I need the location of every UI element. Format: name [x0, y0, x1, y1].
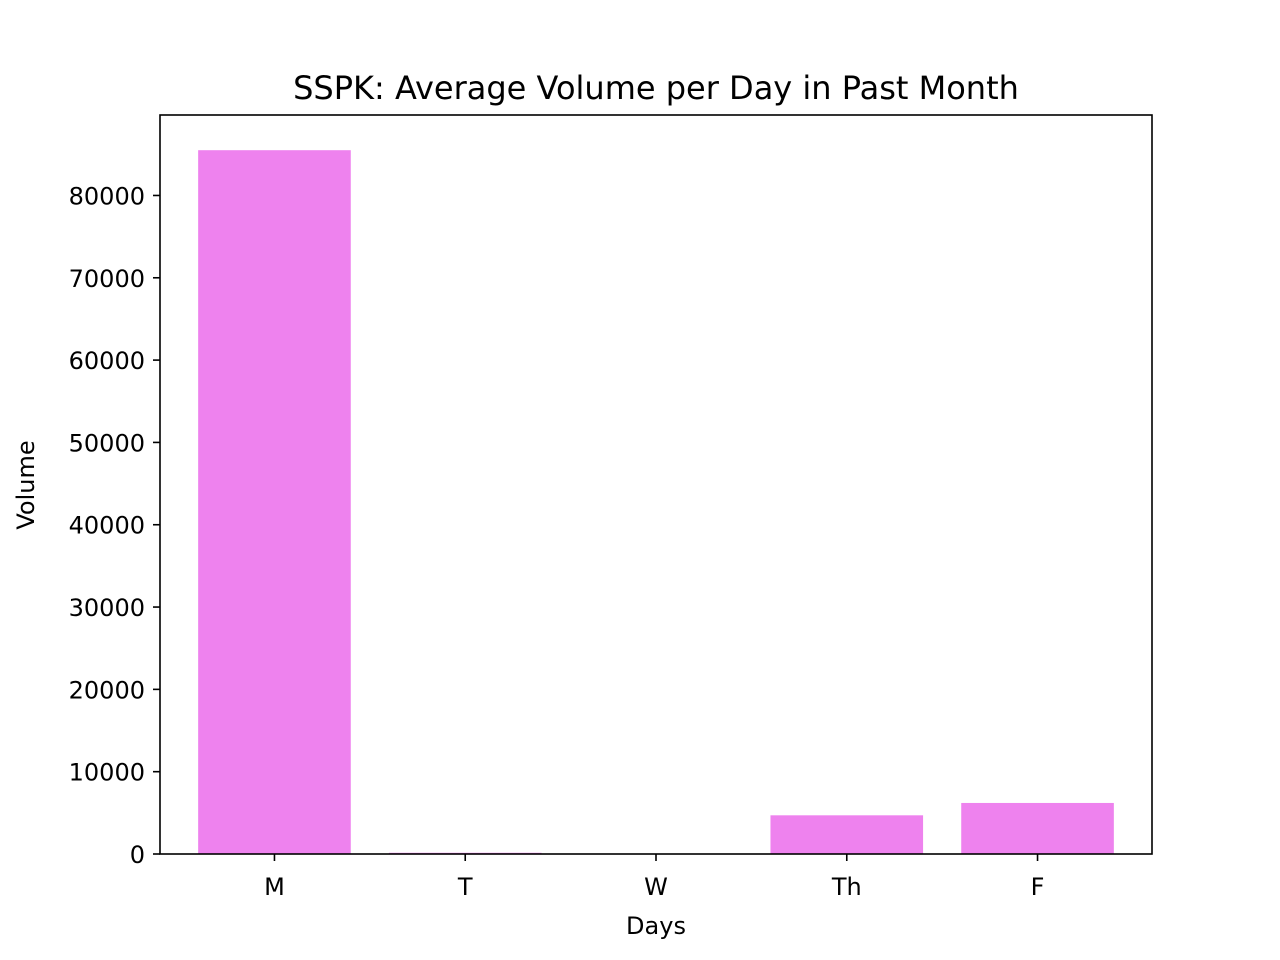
x-tick-label: T [457, 873, 473, 901]
y-tick-label: 20000 [69, 676, 145, 704]
bar-m [198, 150, 351, 854]
bar-th [770, 815, 924, 854]
y-tick-label: 30000 [69, 594, 145, 622]
x-axis-label: Days [626, 912, 686, 940]
chart-title: SSPK: Average Volume per Day in Past Mon… [293, 69, 1019, 107]
x-tick-label: M [264, 873, 285, 901]
y-tick-label: 80000 [69, 182, 145, 210]
x-tick-label: Th [831, 873, 862, 901]
x-tick-label: F [1031, 873, 1045, 901]
y-axis: 0 10000 20000 30000 40000 50000 60000 70000 8000… [69, 182, 160, 869]
bars-group [198, 150, 1114, 854]
bar-f [961, 802, 1114, 854]
y-tick-label: 70000 [69, 265, 145, 293]
y-tick-label: 10000 [69, 759, 145, 787]
y-axis-label: Volume [12, 440, 40, 529]
plot-frame [159, 114, 1153, 855]
y-tick-label: 0 [130, 841, 145, 869]
y-tick-label: 50000 [69, 429, 145, 457]
x-tick-label: W [644, 873, 668, 901]
x-axis: M T W Th F [264, 854, 1044, 901]
y-tick-label: 40000 [69, 512, 145, 540]
y-tick-label: 60000 [69, 347, 145, 375]
